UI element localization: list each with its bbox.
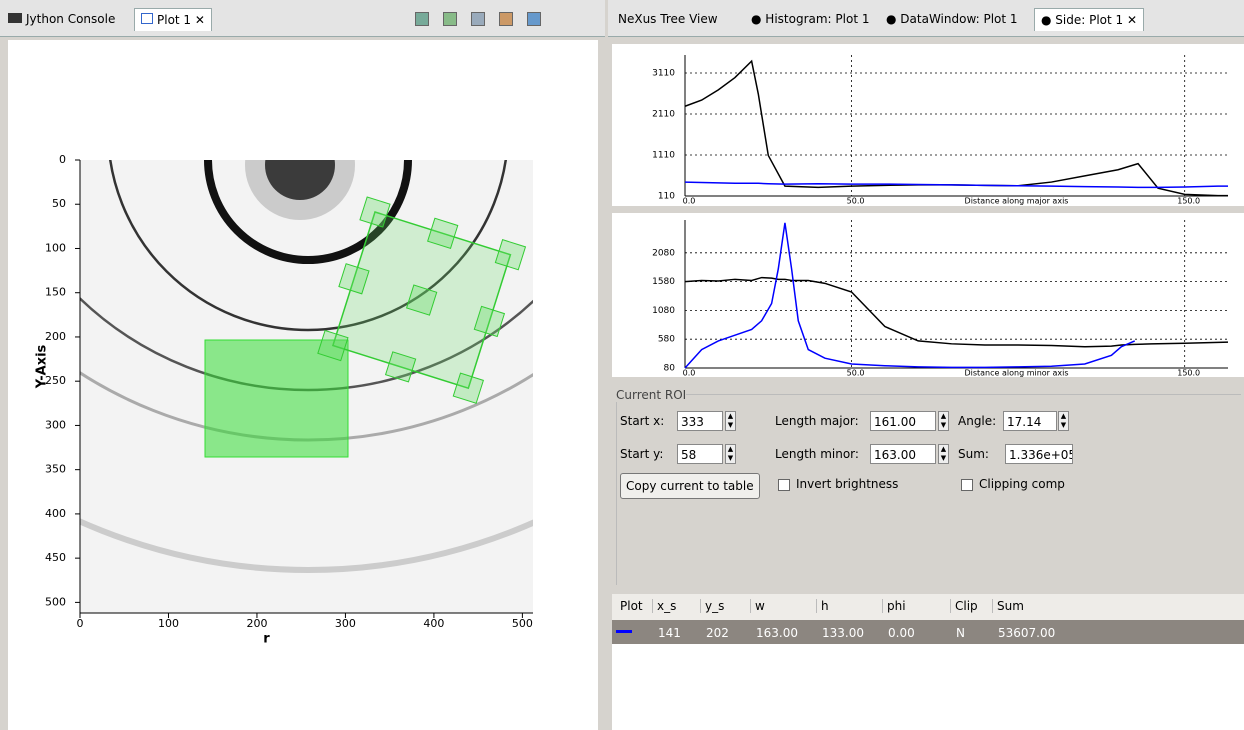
profile-line [685,61,1228,195]
checkbox-label[interactable]: Invert brightness [796,477,898,491]
y-tick-label: 450 [45,551,66,564]
x-tick-label: 300 [335,617,356,630]
text-field[interactable]: 17.14 [1003,411,1057,431]
field-label: Length minor: [775,447,859,461]
x-axis-label: r [263,632,270,647]
x-tick-label: 500 [512,617,533,630]
table [612,594,1244,730]
y-tick-label: 150 [45,286,66,299]
field-label: Start x: [620,414,664,428]
table-cell: 163.00 [756,626,798,640]
table-cell: 133.00 [822,626,864,640]
x-tick-label: 50.0 [847,369,865,378]
y-tick-label: 500 [45,595,66,608]
y-tick-label: 50 [52,197,66,210]
text-field[interactable]: 333 [677,411,723,431]
y-tick-label: 1110 [652,151,675,161]
group-title: Current ROI [616,388,686,402]
y-tick-label: 350 [45,463,66,476]
x-tick-label: 50.0 [847,197,865,206]
button[interactable]: Copy current to table [620,473,760,499]
spinner[interactable]: ▲▼ [938,444,949,464]
x-tick-label: 0.0 [683,369,696,378]
y-tick-label: 80 [664,364,676,374]
table-cell: 0.00 [888,626,915,640]
column-header: w [750,599,765,613]
y-tick-label: 1080 [652,306,675,316]
x-tick-label: 0.0 [683,197,696,206]
field-label: Start y: [620,447,663,461]
y-axis-label: Y-Axis [35,344,50,389]
checkbox-label[interactable]: Clipping comp [979,477,1065,491]
column-header: y_s [700,599,724,613]
column-header: x_s [652,599,676,613]
x-tick-label: 200 [246,617,267,630]
spinner[interactable]: ▲▼ [1058,411,1069,431]
table-cell: N [956,626,965,640]
y-tick-label: 0 [59,153,66,166]
text-field[interactable]: 1.336e+05 [1005,444,1073,464]
x-tick-label: 150.0 [1177,197,1200,206]
table-cell: 202 [706,626,729,640]
profile-line [685,182,1228,187]
field-label: Length major: [775,414,859,428]
column-header: Sum [992,599,1024,613]
table-cell: 141 [658,626,681,640]
y-tick-label: 200 [45,330,66,343]
plot-color [616,630,632,633]
checkbox[interactable] [778,479,790,491]
y-tick-label: 2110 [652,110,675,120]
x-tick-label: 150.0 [1177,369,1200,378]
spinner[interactable]: ▲▼ [938,411,949,431]
text-field[interactable]: 163.00 [870,444,936,464]
text-field[interactable]: 58 [677,444,723,464]
x-tick-label: 400 [423,617,444,630]
table-cell: 53607.00 [998,626,1055,640]
column-header: Clip [950,599,978,613]
spinner[interactable]: ▲▼ [725,411,736,431]
y-tick-label: 1580 [652,277,675,287]
column-header: Plot [616,599,643,613]
x-tick-label: 100 [158,617,179,630]
y-tick-label: 3110 [652,69,675,79]
y-tick-label: 400 [45,507,66,520]
text-field[interactable]: 161.00 [870,411,936,431]
app-window: Jython Console Plot 1 ✕ NeXus Tree View … [0,0,1244,730]
spinner[interactable]: ▲▼ [725,444,736,464]
x-axis-label: Distance along major axis [965,197,1069,206]
y-tick-label: 300 [45,418,66,431]
y-tick-label: 2080 [652,248,675,258]
field-label: Angle: [958,414,996,428]
column-header: h [816,599,829,613]
x-axis-label: Distance along minor axis [964,369,1068,378]
y-tick-label: 580 [658,335,675,345]
y-tick-label: 110 [658,192,675,202]
checkbox[interactable] [961,479,973,491]
column-header: phi [882,599,906,613]
x-tick-label: 0 [77,617,84,630]
y-tick-label: 100 [45,241,66,254]
roi-rectangle[interactable] [205,340,348,457]
field-label: Sum: [958,447,989,461]
